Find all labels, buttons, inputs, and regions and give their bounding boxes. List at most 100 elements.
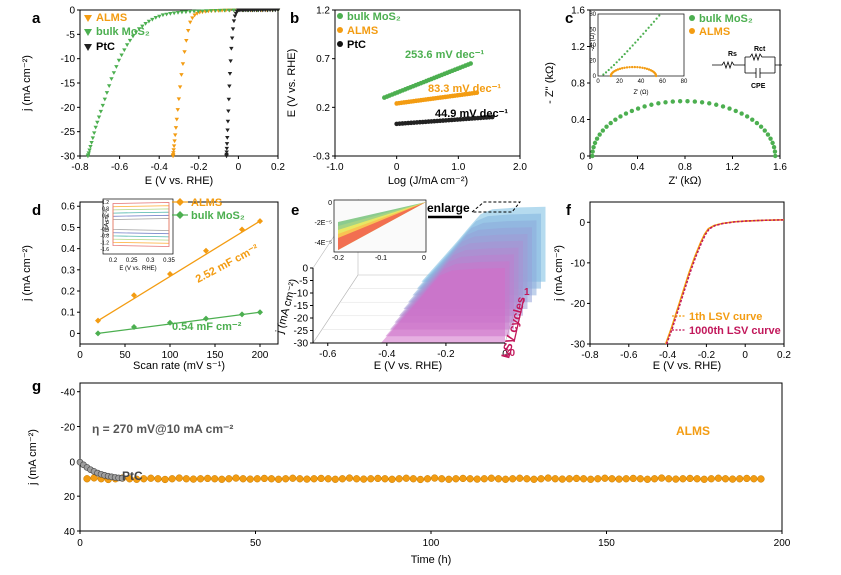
y-tick-label: -10 xyxy=(294,289,309,300)
inset-alms-point xyxy=(623,66,626,69)
lsv-point xyxy=(90,136,96,141)
x-tick-label: 100 xyxy=(423,538,440,549)
inset-x-tick: 0.2 xyxy=(109,258,118,264)
inset-bulk-point xyxy=(607,68,610,72)
y-tick-label: 1.2 xyxy=(571,42,585,53)
stability-point-alms xyxy=(438,475,446,483)
inset-x-tick: 0.3 xyxy=(146,258,155,264)
stability-point-alms xyxy=(423,475,432,483)
stability-point-alms xyxy=(239,475,247,483)
lsv-point xyxy=(196,9,201,14)
stability-point-alms xyxy=(324,475,332,483)
stability-point-alms xyxy=(608,475,616,483)
stability-point-alms xyxy=(494,475,503,483)
inset-bulk-point xyxy=(650,23,653,26)
equivalent-circuit xyxy=(712,52,782,78)
stability-point-alms xyxy=(686,474,694,483)
panel-d-label: d xyxy=(32,202,41,219)
lsv-point xyxy=(200,9,205,14)
y-tick-label: 0.8 xyxy=(571,79,585,90)
inset-x-tick: 0 xyxy=(422,255,426,262)
lsv-point xyxy=(122,48,127,53)
lsv-point xyxy=(225,136,230,140)
inset-bulk-point xyxy=(631,44,634,47)
y-tick-label: 0.4 xyxy=(571,115,585,126)
nyquist-point xyxy=(692,99,698,104)
nyquist-point xyxy=(754,120,760,126)
x-tick-label: -0.2 xyxy=(437,349,455,360)
nyquist-point xyxy=(594,136,600,141)
y-tick-label: 0.1 xyxy=(61,308,75,319)
cdl-bulk-annotation: 0.54 mF cm⁻² xyxy=(172,321,242,333)
panel-c-inset-ylabel: -Z'' (Ω) xyxy=(590,33,596,51)
inset-alms-point xyxy=(647,68,651,71)
stability-point-alms xyxy=(345,474,354,482)
lsv-point xyxy=(119,53,124,58)
legend-bulk-dot xyxy=(689,15,695,21)
legend-lsv-1: 1th LSV curve xyxy=(689,311,762,323)
inset-alms-point xyxy=(616,68,620,71)
stability-point-alms xyxy=(402,474,410,482)
y-tick-label: -25 xyxy=(61,127,76,138)
inset-x-tick: -0.2 xyxy=(332,255,344,262)
x-tick-label: -1.0 xyxy=(326,162,344,173)
stability-point-alms xyxy=(352,475,361,483)
legend-ptc-dot xyxy=(337,41,343,47)
inset-alms-point xyxy=(620,67,624,70)
panel-f-frame xyxy=(589,201,785,345)
inset-x-tick: -0.1 xyxy=(375,255,387,262)
inset-x-tick: 20 xyxy=(616,79,623,85)
tafel-point xyxy=(489,114,495,120)
lsv-point xyxy=(177,85,183,90)
y-tick-label: -25 xyxy=(294,326,309,337)
lsv-point xyxy=(153,16,159,20)
x-tick-label: 50 xyxy=(250,538,262,549)
x-tick-label: 0.2 xyxy=(271,162,285,173)
nyquist-point xyxy=(714,102,719,107)
lsv-cycles-start: 30 xyxy=(504,348,516,359)
lsv-point xyxy=(229,36,235,41)
y-tick-label: -30 xyxy=(294,339,309,350)
stability-point-alms xyxy=(232,474,240,482)
stability-point-alms xyxy=(83,475,91,483)
stability-point-alms xyxy=(189,475,198,483)
x-tick-label: 0.2 xyxy=(777,350,791,361)
nyquist-point xyxy=(591,145,596,150)
x-tick-label: 0 xyxy=(77,350,83,361)
lsv-point xyxy=(227,84,232,89)
stability-point-alms xyxy=(707,475,715,483)
stability-point-alms xyxy=(274,475,283,483)
lsv-point xyxy=(184,39,189,43)
lsv-point xyxy=(224,150,229,155)
cdl-point xyxy=(257,218,263,225)
nyquist-point xyxy=(613,117,618,122)
nyquist-point xyxy=(597,132,602,137)
nyquist-point xyxy=(685,99,690,104)
stability-point-alms xyxy=(501,475,510,483)
stability-point-alms xyxy=(381,475,389,483)
x-tick-label: 0 xyxy=(742,350,748,361)
lsv-point xyxy=(104,91,110,95)
legend-bulk-marker xyxy=(84,29,92,36)
nyquist-point xyxy=(744,114,750,119)
y-tick-label: -30 xyxy=(571,340,586,351)
x-tick-label: 0 xyxy=(587,162,593,173)
lsv-point xyxy=(228,59,233,64)
inset-y-tick: 40 xyxy=(589,43,596,49)
inset-y-tick: 60 xyxy=(589,28,596,34)
x-tick-label: 1.0 xyxy=(451,162,465,173)
stability-point-alms xyxy=(594,475,602,483)
legend-alms-dot xyxy=(689,28,695,34)
nyquist-point xyxy=(600,128,606,133)
enlarge-annotation: enlarge xyxy=(427,201,470,215)
lsv-point xyxy=(229,46,234,51)
stability-point-ptc xyxy=(118,474,126,482)
stability-point-alms xyxy=(750,475,758,483)
panel-a-legend: ALMS bulk MoS₂ PtC xyxy=(84,12,150,53)
inset-x-tick: 0.35 xyxy=(163,258,175,264)
panel-f-ylabel: j (mA cm⁻²) xyxy=(553,245,565,302)
stability-point-alms xyxy=(672,475,680,483)
circuit-rct-cpe xyxy=(744,52,782,78)
y-tick-label: 0.7 xyxy=(316,54,330,65)
stability-point-alms xyxy=(636,475,644,483)
